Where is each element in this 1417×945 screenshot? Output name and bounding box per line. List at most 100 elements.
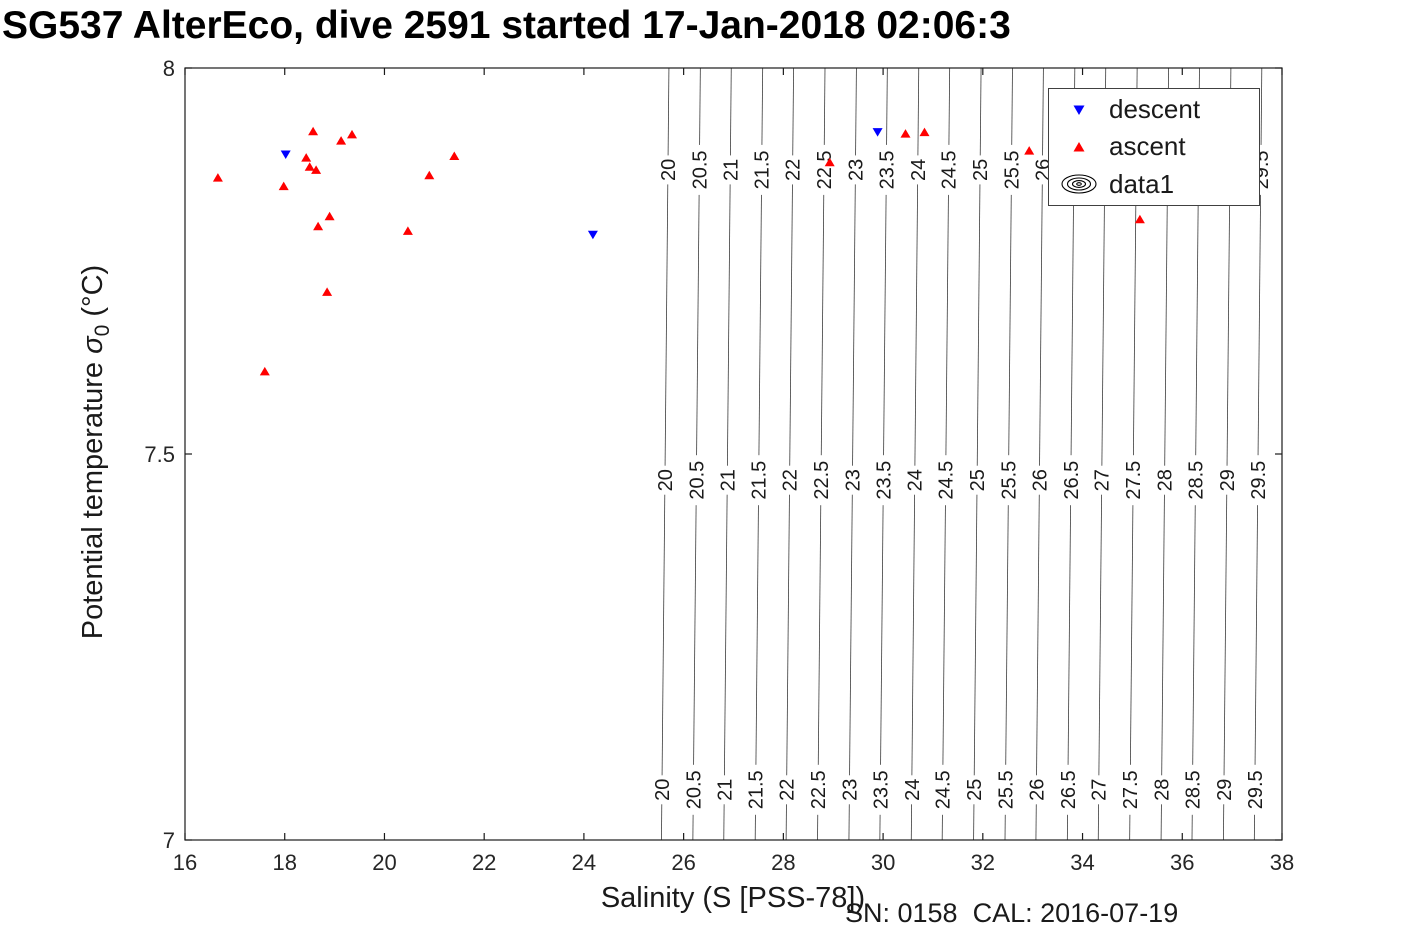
svg-text:23: 23 <box>845 159 867 181</box>
svg-text:29: 29 <box>1214 779 1236 801</box>
svg-text:24: 24 <box>902 779 924 801</box>
y-tick-label: 7 <box>163 828 175 853</box>
svg-text:22.5: 22.5 <box>808 770 830 809</box>
x-tick-label: 26 <box>671 850 695 875</box>
data-point-ascent <box>313 221 324 231</box>
svg-text:25: 25 <box>967 469 989 491</box>
svg-text:24: 24 <box>908 159 930 181</box>
svg-text:26: 26 <box>1026 779 1048 801</box>
svg-text:21.5: 21.5 <box>752 150 774 189</box>
contour-label: 21.5 <box>747 455 771 506</box>
contour-label: 26.5 <box>1059 455 1083 506</box>
svg-text:26: 26 <box>1029 469 1051 491</box>
contour-label: 22.5 <box>807 764 830 815</box>
x-tick-label: 30 <box>871 850 895 875</box>
contour-line <box>1035 67 1044 841</box>
svg-text:28.5: 28.5 <box>1183 770 1205 809</box>
contour-label: 28 <box>1150 775 1174 805</box>
contour-label: 24 <box>900 775 924 805</box>
contour-label: 23.5 <box>869 764 892 815</box>
contour-label: 21.5 <box>750 144 774 195</box>
contour-label: 26.5 <box>1056 764 1080 815</box>
series-descent <box>280 128 883 240</box>
data-point-ascent <box>301 153 312 162</box>
contour-label: 21.5 <box>744 764 768 815</box>
svg-text:20.5: 20.5 <box>686 461 708 500</box>
svg-text:28: 28 <box>1152 779 1174 801</box>
legend: descent ascent data1 <box>1048 88 1260 206</box>
legend-item-data1: data1 <box>1049 166 1259 202</box>
calibration-info: SN: 0158 CAL: 2016-07-19 <box>845 898 1179 928</box>
contour-label: 27.5 <box>1122 455 1145 506</box>
svg-text:25.5: 25.5 <box>996 770 1018 809</box>
svg-text:29.5: 29.5 <box>1248 461 1270 500</box>
svg-text:28.5: 28.5 <box>1186 461 1208 500</box>
y-tick-label: 8 <box>163 56 175 81</box>
svg-text:22: 22 <box>777 779 799 801</box>
legend-label-descent: descent <box>1109 94 1201 125</box>
contour-line <box>754 67 764 841</box>
x-tick-label: 32 <box>971 850 995 875</box>
contour-label: 24.5 <box>937 144 961 195</box>
svg-text:28: 28 <box>1155 469 1177 491</box>
contour-label: 25.5 <box>1000 144 1024 195</box>
y-axis-label-text: Potential temperature <box>77 353 110 640</box>
x-tick-label: 22 <box>472 850 496 875</box>
legend-label-data1: data1 <box>1109 168 1175 199</box>
contour-line <box>723 67 732 841</box>
svg-text:24: 24 <box>905 469 927 491</box>
data-point-ascent <box>322 287 333 296</box>
data-point-ascent <box>278 181 289 191</box>
contour-label: 27.5 <box>1119 764 1142 815</box>
contour-label: 21 <box>716 465 739 495</box>
contour-label: 20.5 <box>688 144 711 195</box>
x-tick-label: 16 <box>173 850 197 875</box>
svg-text:20: 20 <box>658 159 680 181</box>
contour-label: 28 <box>1153 465 1177 495</box>
contour-label: 22.5 <box>810 455 833 506</box>
data-point-descent <box>280 150 291 159</box>
svg-text:22.5: 22.5 <box>814 150 836 189</box>
sigma-symbol: σ <box>77 336 110 354</box>
contour-line <box>817 67 826 841</box>
x-tick-label: 18 <box>272 850 296 875</box>
contour-line <box>941 67 951 841</box>
contour-label: 28.5 <box>1184 455 1208 506</box>
x-tick-label: 34 <box>1070 850 1094 875</box>
data-point-ascent <box>308 126 319 136</box>
svg-text:21.5: 21.5 <box>746 770 768 809</box>
contour-label: 25 <box>963 775 986 805</box>
data-point-ascent <box>1024 146 1035 155</box>
svg-text:29.5: 29.5 <box>1245 770 1267 809</box>
contour-label: 26 <box>1025 775 1048 805</box>
svg-text:27.5: 27.5 <box>1123 461 1145 500</box>
svg-text:22: 22 <box>780 469 802 491</box>
svg-text:20: 20 <box>652 779 674 801</box>
svg-text:23.5: 23.5 <box>870 770 892 809</box>
svg-text:20.5: 20.5 <box>683 770 705 809</box>
svg-text:25.5: 25.5 <box>1002 150 1024 189</box>
svg-text:22.5: 22.5 <box>811 461 833 500</box>
contour-label: 25 <box>969 155 992 185</box>
y-axis-label-units: (°C) <box>77 264 110 325</box>
contour-label: 23 <box>844 155 867 185</box>
x-tick-label: 24 <box>572 850 596 875</box>
data-point-ascent <box>311 165 322 174</box>
contour-line <box>879 67 888 841</box>
contour-label: 27 <box>1090 465 1114 495</box>
svg-text:24.5: 24.5 <box>939 150 961 189</box>
contour-label: 20.5 <box>682 764 705 815</box>
data-point-ascent <box>324 211 335 221</box>
data-point-ascent <box>304 162 315 171</box>
y-tick-label: 7.5 <box>144 442 175 467</box>
svg-text:21: 21 <box>714 779 736 801</box>
svg-text:27: 27 <box>1089 779 1111 801</box>
contour-line <box>1253 67 1263 841</box>
contour-label: 21 <box>719 155 742 185</box>
legend-item-ascent: ascent <box>1049 129 1259 165</box>
svg-text:23: 23 <box>842 469 864 491</box>
svg-text:25: 25 <box>970 159 992 181</box>
contour-line <box>1004 67 1013 841</box>
contour-label: 22 <box>775 775 799 805</box>
